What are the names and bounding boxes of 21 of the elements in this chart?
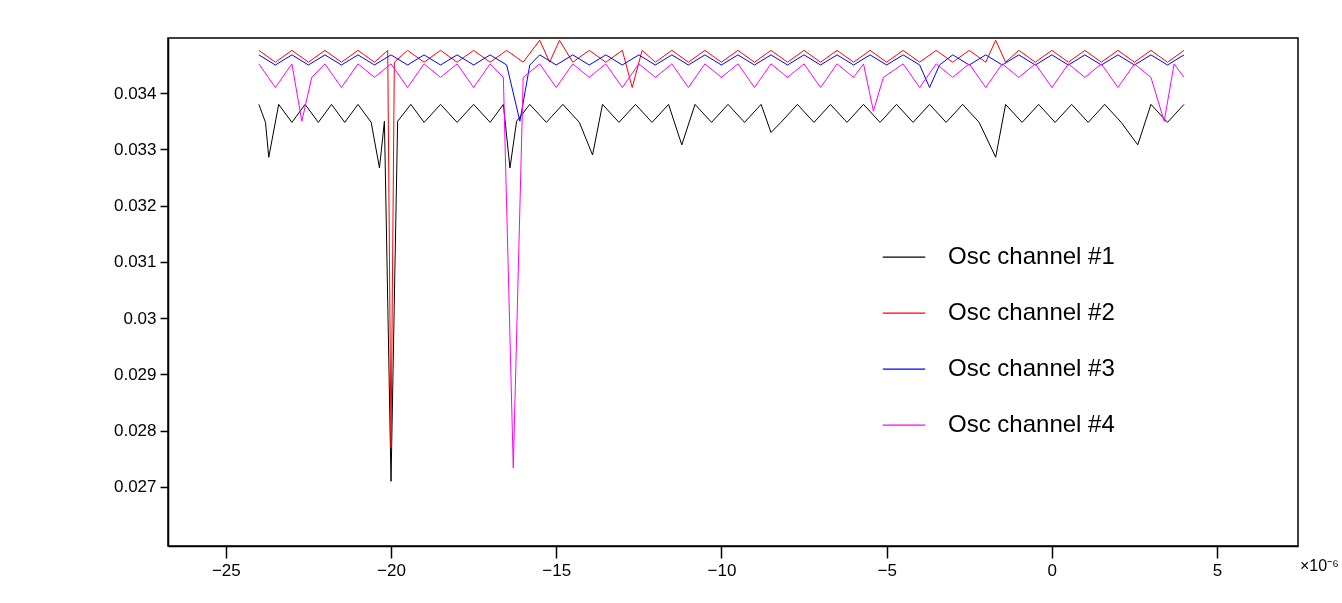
x-tick-label: 5	[1212, 560, 1223, 580]
legend-label: Osc channel #4	[948, 410, 1115, 438]
y-tick-label: 0.034	[113, 83, 157, 103]
legend-label: Osc channel #1	[948, 242, 1115, 270]
x-tick-label: 0	[1047, 560, 1058, 580]
y-tick-label: 0.029	[113, 364, 157, 384]
y-tick-label: 0.03	[123, 308, 157, 328]
legend-label: Osc channel #2	[948, 298, 1115, 326]
y-tick-label: 0.032	[113, 196, 157, 216]
x-tick-label: −5	[877, 560, 897, 580]
y-tick-label: 0.031	[113, 252, 157, 272]
x-tick-label: −20	[377, 560, 406, 580]
text: ×10⁻⁶	[1300, 557, 1339, 574]
legend-label: Osc channel #3	[948, 354, 1115, 382]
line-series	[258, 54, 1185, 122]
x-tick-label: −25	[211, 560, 241, 580]
y-tick-label: 0.033	[113, 139, 157, 159]
x-tick-label: −10	[707, 560, 737, 580]
x-tick-label: −15	[542, 560, 572, 580]
y-tick-label: 0.027	[113, 477, 157, 497]
y-tick-label: 0.028	[113, 421, 157, 441]
